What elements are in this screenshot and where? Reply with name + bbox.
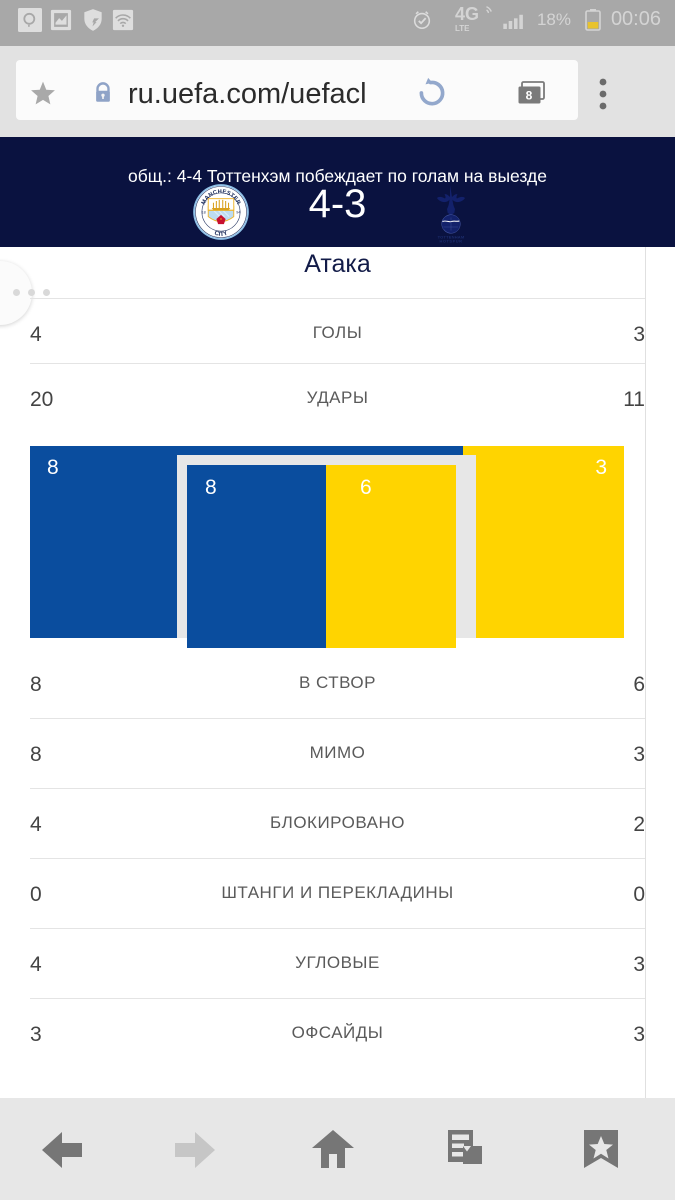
svg-text:8: 8 [526, 89, 533, 103]
svg-text:HOTSPUR: HOTSPUR [439, 239, 462, 244]
